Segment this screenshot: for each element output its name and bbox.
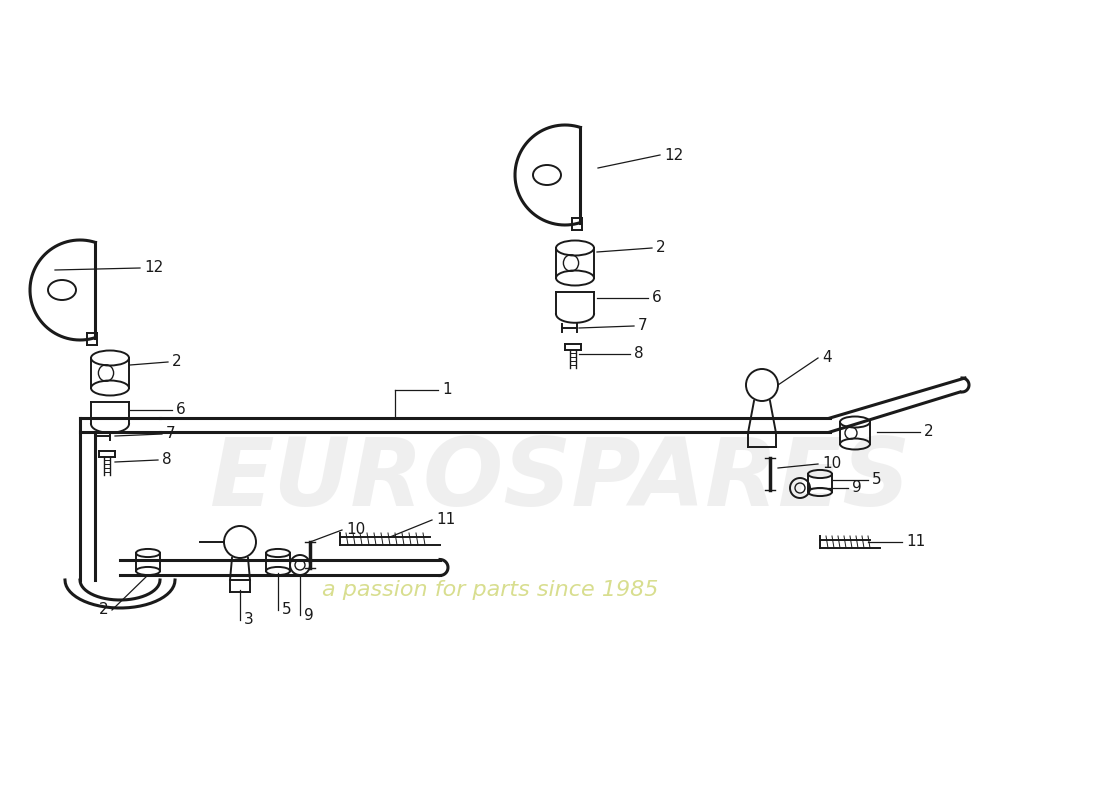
Text: 6: 6 <box>652 290 662 306</box>
Text: 10: 10 <box>822 457 842 471</box>
Text: 8: 8 <box>634 346 643 362</box>
Text: 12: 12 <box>664 147 683 162</box>
Text: 9: 9 <box>304 607 313 622</box>
Text: 3: 3 <box>244 613 254 627</box>
Text: 7: 7 <box>638 318 648 334</box>
Text: 11: 11 <box>906 534 925 550</box>
Text: 8: 8 <box>162 453 172 467</box>
Text: 2: 2 <box>656 241 666 255</box>
Text: 10: 10 <box>346 522 365 538</box>
Text: EUROSPARES: EUROSPARES <box>209 434 911 526</box>
Text: a passion for parts since 1985: a passion for parts since 1985 <box>322 580 658 600</box>
Text: 7: 7 <box>166 426 176 442</box>
Text: 2: 2 <box>924 425 934 439</box>
Text: 11: 11 <box>436 513 455 527</box>
Text: 2: 2 <box>98 602 108 618</box>
Text: 5: 5 <box>282 602 292 618</box>
Text: 9: 9 <box>852 481 861 495</box>
Text: 4: 4 <box>822 350 832 366</box>
Text: 12: 12 <box>144 261 163 275</box>
Text: 5: 5 <box>872 473 881 487</box>
Text: 6: 6 <box>176 402 186 418</box>
Text: 1: 1 <box>442 382 452 398</box>
Text: 2: 2 <box>172 354 182 370</box>
